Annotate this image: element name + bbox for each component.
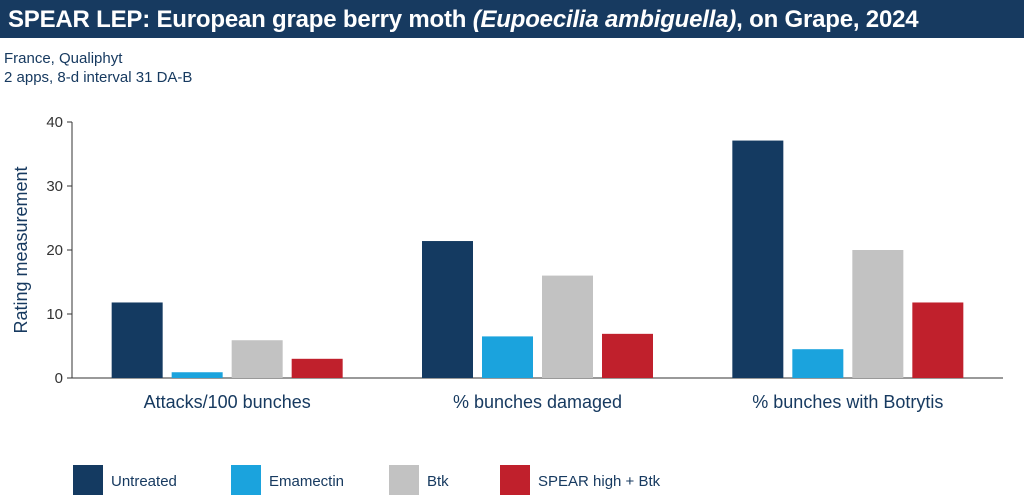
title-bar: SPEAR LEP: European grape berry moth (Eu…: [0, 0, 1024, 38]
x-category-label: % bunches damaged: [453, 392, 622, 412]
y-tick-label: 20: [46, 242, 63, 259]
chart-title: SPEAR LEP: European grape berry moth (Eu…: [8, 6, 919, 34]
y-tick-label: 10: [46, 306, 63, 323]
y-tick-label: 40: [46, 114, 63, 131]
legend-label: SPEAR high + Btk: [538, 473, 661, 490]
x-category-label: Attacks/100 bunches: [144, 392, 311, 412]
bar-spear-high-btk: [912, 302, 964, 378]
y-axis-label: Rating measurement: [11, 166, 31, 333]
bar-emamectin: [792, 349, 844, 378]
y-tick-label: 0: [55, 370, 63, 387]
bar-emamectin: [171, 372, 223, 378]
title-scientific-name: (Eupoecilia ambiguella): [472, 6, 737, 33]
subtitle-location: France, Qualiphyt: [4, 50, 123, 67]
legend-label: Untreated: [111, 473, 177, 490]
bar-untreated: [732, 140, 784, 378]
bar-spear-high-btk: [602, 333, 653, 378]
legend-swatch: [73, 465, 103, 495]
bar-emamectin: [482, 336, 533, 378]
subtitle-application: 2 apps, 8-d interval 31 DA-B: [4, 69, 193, 86]
legend-swatch: [231, 465, 261, 495]
bar-untreated: [422, 241, 473, 378]
title-suffix: , on Grape, 2024: [736, 6, 919, 33]
legend-swatch: [500, 465, 530, 495]
legend-label: Emamectin: [269, 473, 344, 490]
bar-btk: [542, 275, 593, 378]
bar-btk: [231, 340, 283, 378]
bar-untreated: [111, 302, 163, 378]
legend-label: Btk: [427, 473, 449, 490]
legend-swatch: [389, 465, 419, 495]
x-category-label: % bunches with Botrytis: [752, 392, 943, 412]
y-tick-label: 30: [46, 178, 63, 195]
title-prefix: SPEAR LEP: European grape berry moth: [8, 6, 473, 33]
bar-spear-high-btk: [291, 358, 343, 378]
bar-btk: [852, 250, 904, 378]
